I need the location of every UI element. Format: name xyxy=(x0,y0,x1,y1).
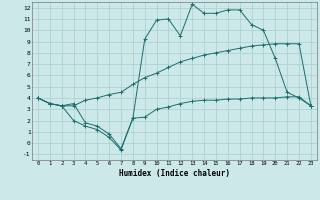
X-axis label: Humidex (Indice chaleur): Humidex (Indice chaleur) xyxy=(119,169,230,178)
